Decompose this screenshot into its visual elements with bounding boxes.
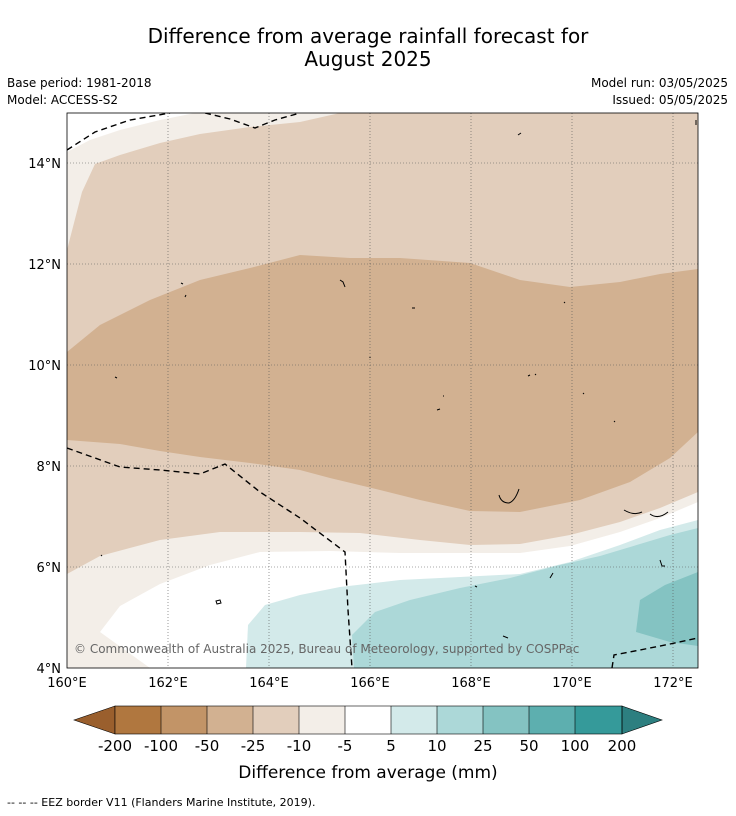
colorbar-segment [529, 706, 575, 734]
colorbar-segment [161, 706, 207, 734]
colorbar-segment [391, 706, 437, 734]
colorbar: -200 -100 -50 -25 -10 -5 5 10 25 50 100 … [73, 705, 663, 783]
eez-borders [67, 113, 698, 668]
colorbar-title: Difference from average (mm) [238, 763, 497, 783]
colorbar-label: 5 [386, 737, 396, 755]
model-label: Model: ACCESS-S2 [7, 93, 119, 107]
colorbar-label: -25 [241, 737, 266, 755]
lon-label: 170°E [552, 676, 592, 691]
band-25-50 [636, 572, 698, 646]
colorbar-arrow-low [73, 705, 116, 735]
band-10-25 [352, 528, 698, 668]
rainfall-map-field [67, 113, 698, 668]
lon-label: 166°E [350, 676, 390, 691]
eez-footnote: -- -- -- EEZ border V11 (Flanders Marine… [7, 796, 316, 809]
lon-label: 160°E [47, 676, 87, 691]
chart-title-line-2: August 2025 [304, 47, 432, 71]
chart-title-line-1: Difference from average rainfall forecas… [147, 24, 589, 48]
colorbar-segment [345, 706, 391, 734]
colorbar-label: -5 [338, 737, 353, 755]
colorbar-labels: -200 -100 -50 -25 -10 -5 5 10 25 50 100 … [98, 737, 636, 755]
colorbar-label: 25 [473, 737, 492, 755]
lat-label: 6°N [37, 561, 62, 576]
map-gridlines [67, 113, 698, 668]
longitude-labels: 160°E 162°E 164°E 166°E 168°E 170°E 172°… [47, 676, 693, 691]
colorbar-arrow-high [621, 705, 663, 735]
colorbar-label: -50 [195, 737, 220, 755]
colorbar-label: 10 [427, 737, 446, 755]
colorbar-segment [437, 706, 483, 734]
colorbar-segment [253, 706, 299, 734]
colorbar-label: 50 [519, 737, 538, 755]
colorbar-segment [207, 706, 253, 734]
base-period-label: Base period: 1981-2018 [7, 76, 152, 90]
lat-label: 12°N [28, 258, 61, 273]
colorbar-segment [299, 706, 345, 734]
lat-label: 8°N [37, 460, 62, 475]
issued-label: Issued: 05/05/2025 [612, 93, 728, 107]
copyright-notice: © Commonwealth of Australia 2025, Bureau… [74, 642, 579, 656]
colorbar-label: 100 [561, 737, 590, 755]
band-minus5-5-north [67, 113, 195, 152]
band-minus50-minus25 [67, 255, 698, 512]
colorbar-label: 200 [608, 737, 637, 755]
colorbar-label: -10 [287, 737, 312, 755]
island-outlines [100, 120, 697, 639]
lon-label: 164°E [249, 676, 289, 691]
lat-label: 14°N [28, 157, 61, 172]
colorbar-label: -200 [98, 737, 132, 755]
lat-label: 10°N [28, 359, 61, 374]
colorbar-segment [115, 706, 161, 734]
model-run-label: Model run: 03/05/2025 [590, 76, 728, 90]
colorbar-segment [483, 706, 529, 734]
band-minus10-minus5-north [67, 113, 340, 250]
colorbar-label: -100 [144, 737, 178, 755]
lon-label: 172°E [653, 676, 693, 691]
lon-label: 162°E [148, 676, 188, 691]
latitude-labels: 4°N 6°N 8°N 10°N 12°N 14°N [28, 157, 61, 677]
lon-label: 168°E [451, 676, 491, 691]
colorbar-segment [575, 706, 622, 734]
lat-label: 4°N [37, 662, 62, 677]
